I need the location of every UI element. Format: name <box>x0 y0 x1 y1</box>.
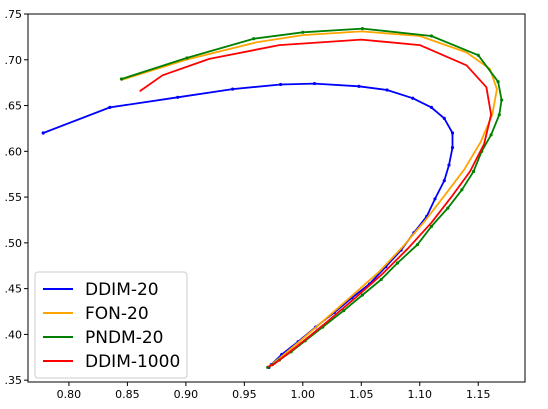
x-tick-label: 0.90 <box>174 388 199 401</box>
series-layer <box>41 27 504 369</box>
x-tick-label: 1.00 <box>291 388 316 401</box>
data-point-ddim-20 <box>433 197 437 201</box>
legend-label: PNDM-20 <box>85 328 164 348</box>
data-point-pndm-20 <box>497 113 501 117</box>
y-tick-label: .40 <box>5 328 23 341</box>
plot-frame <box>27 13 526 383</box>
data-point-pndm-20 <box>429 224 434 228</box>
data-point-ddim-20 <box>447 163 451 167</box>
legend-label: DDIM-20 <box>85 280 159 300</box>
x-tick-label: 0.85 <box>115 388 140 401</box>
data-point-pndm-20 <box>489 133 493 137</box>
data-point-pndm-20 <box>342 308 346 313</box>
data-point-ddim-20 <box>442 116 446 120</box>
legend-items: DDIM-20 FON-20 PNDM-20 DDIM-1000 <box>43 280 180 372</box>
y-tick-label: .60 <box>5 145 23 158</box>
y-tick-label: .45 <box>5 283 23 296</box>
legend-box <box>34 271 188 379</box>
data-point-pndm-20 <box>301 30 305 34</box>
series-line-fon-20 <box>120 30 498 368</box>
data-point-ddim-20 <box>278 82 283 87</box>
data-point-pndm-20 <box>476 53 480 57</box>
legend-label: DDIM-1000 <box>85 352 180 372</box>
x-tick-label: 1.05 <box>349 388 374 401</box>
ticks-layer: 0.80 0.85 0.90 0.95 1.00 1.05 1.10 1.15 .35 .40 .4… <box>5 8 491 401</box>
data-point-ddim-20 <box>411 96 415 100</box>
data-point-pndm-20 <box>185 56 189 60</box>
data-point-ddim-20 <box>108 105 112 109</box>
data-point-pndm-20 <box>395 261 400 265</box>
data-point-ddim-20 <box>41 131 45 135</box>
legend: DDIM-20 FON-20 PNDM-20 DDIM-1000 <box>34 271 188 379</box>
y-tick-label: .55 <box>5 191 23 204</box>
data-point-ddim-20 <box>231 87 235 91</box>
y-tick-label: .50 <box>5 237 23 250</box>
data-point-ddim-20 <box>442 179 446 183</box>
y-tick-label: .75 <box>5 8 23 21</box>
data-point-pndm-20 <box>446 206 450 210</box>
data-point-pndm-20 <box>500 98 504 102</box>
series-line-ddim-1000 <box>139 38 492 368</box>
data-point-ddim-20 <box>176 95 180 99</box>
x-tick-label: 1.10 <box>408 388 433 401</box>
data-point-ddim-20 <box>450 146 455 150</box>
y-tick-label: .70 <box>5 54 23 67</box>
data-point-pndm-20 <box>460 188 464 192</box>
y-tick-label: .65 <box>5 100 23 113</box>
y-tick-label: .35 <box>5 374 23 387</box>
legend-label: FON-20 <box>85 304 149 324</box>
data-point-pndm-20 <box>379 277 383 282</box>
data-point-ddim-20 <box>312 81 317 86</box>
data-point-pndm-20 <box>429 34 434 38</box>
data-point-pndm-20 <box>360 293 365 297</box>
data-point-pndm-20 <box>496 80 500 84</box>
data-point-pndm-20 <box>471 169 476 174</box>
data-point-ddim-20 <box>385 88 389 92</box>
data-point-pndm-20 <box>360 27 365 31</box>
data-point-ddim-20 <box>429 105 434 109</box>
data-point-pndm-20 <box>119 77 124 81</box>
data-point-pndm-20 <box>415 243 420 247</box>
x-tick-label: 0.95 <box>232 388 257 401</box>
x-tick-label: 0.80 <box>57 388 82 401</box>
data-point-ddim-20 <box>450 131 455 135</box>
data-point-ddim-20 <box>357 84 361 88</box>
data-point-pndm-20 <box>252 37 256 41</box>
x-tick-label: 1.15 <box>466 388 491 401</box>
